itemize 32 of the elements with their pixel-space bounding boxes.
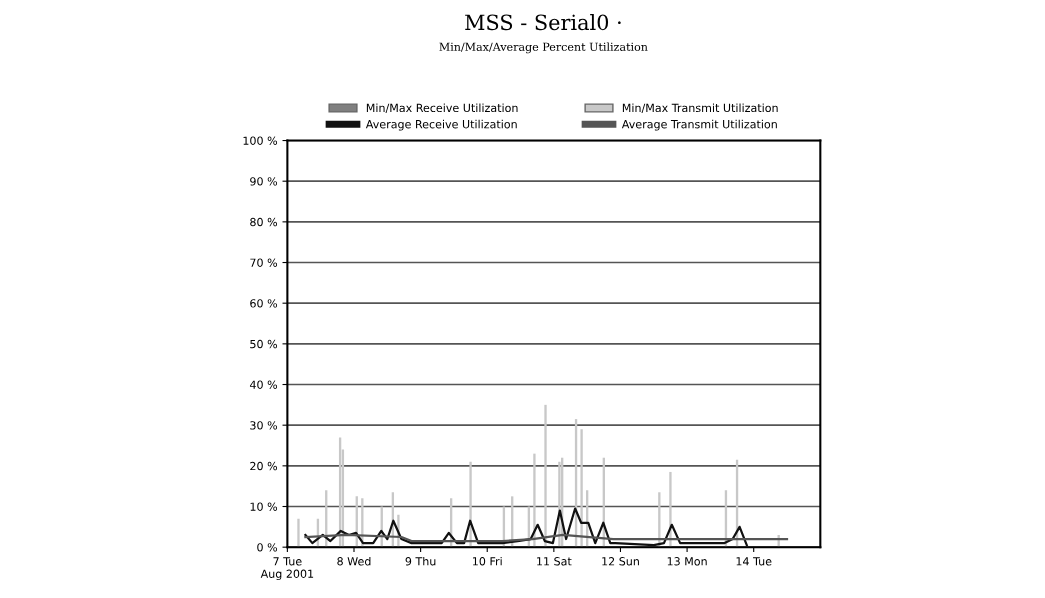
y-tick-label: 100 % — [243, 136, 278, 145]
chart-title: MSS - Serial0 · — [465, 14, 621, 31]
y-tick-label: 40 % — [249, 380, 278, 389]
y-tick-label: 50 % — [250, 339, 278, 349]
bar — [297, 518, 300, 548]
legend-label: Min/Max Transmit Utilization — [622, 103, 778, 113]
legend-label: Average Transmit Utilization — [621, 119, 777, 131]
legend-label: Average Receive Utilization — [365, 119, 517, 131]
y-tick-label: 30 % — [250, 421, 278, 430]
legend-label: Min/Max Receive Utilization — [366, 103, 518, 113]
bar — [669, 471, 672, 548]
y-tick-label: 80 % — [250, 217, 278, 227]
x-tick-label: 13 Mon — [667, 557, 707, 566]
bar — [544, 404, 547, 548]
line-series — [304, 507, 748, 547]
x-tick-label: 9 Thu — [405, 556, 436, 566]
y-tick-label: 0 % — [257, 543, 278, 552]
bar — [580, 429, 583, 548]
x-tick-label: 8 Wed — [337, 556, 371, 566]
x-tick-label: 7 Tue Aug 2001 — [260, 557, 314, 581]
y-tick-label: 20 % — [250, 461, 278, 471]
y-tick-label: 70 % — [250, 258, 278, 267]
y-tick-label: 90 % — [250, 177, 278, 186]
x-tick-label: 14 Tue — [736, 557, 772, 566]
x-tick-label: 11 Sat — [537, 557, 572, 566]
y-tick-label: 10 % — [250, 502, 278, 511]
chart-subtitle: Min/Max/Average Percent Utilization — [439, 42, 648, 54]
line-series — [304, 533, 789, 543]
x-tick-label: 10 Fri — [473, 556, 502, 566]
bar — [533, 453, 536, 548]
y-tick-label: 60 % — [250, 299, 278, 308]
x-tick-label: 12 Sun — [602, 557, 639, 566]
